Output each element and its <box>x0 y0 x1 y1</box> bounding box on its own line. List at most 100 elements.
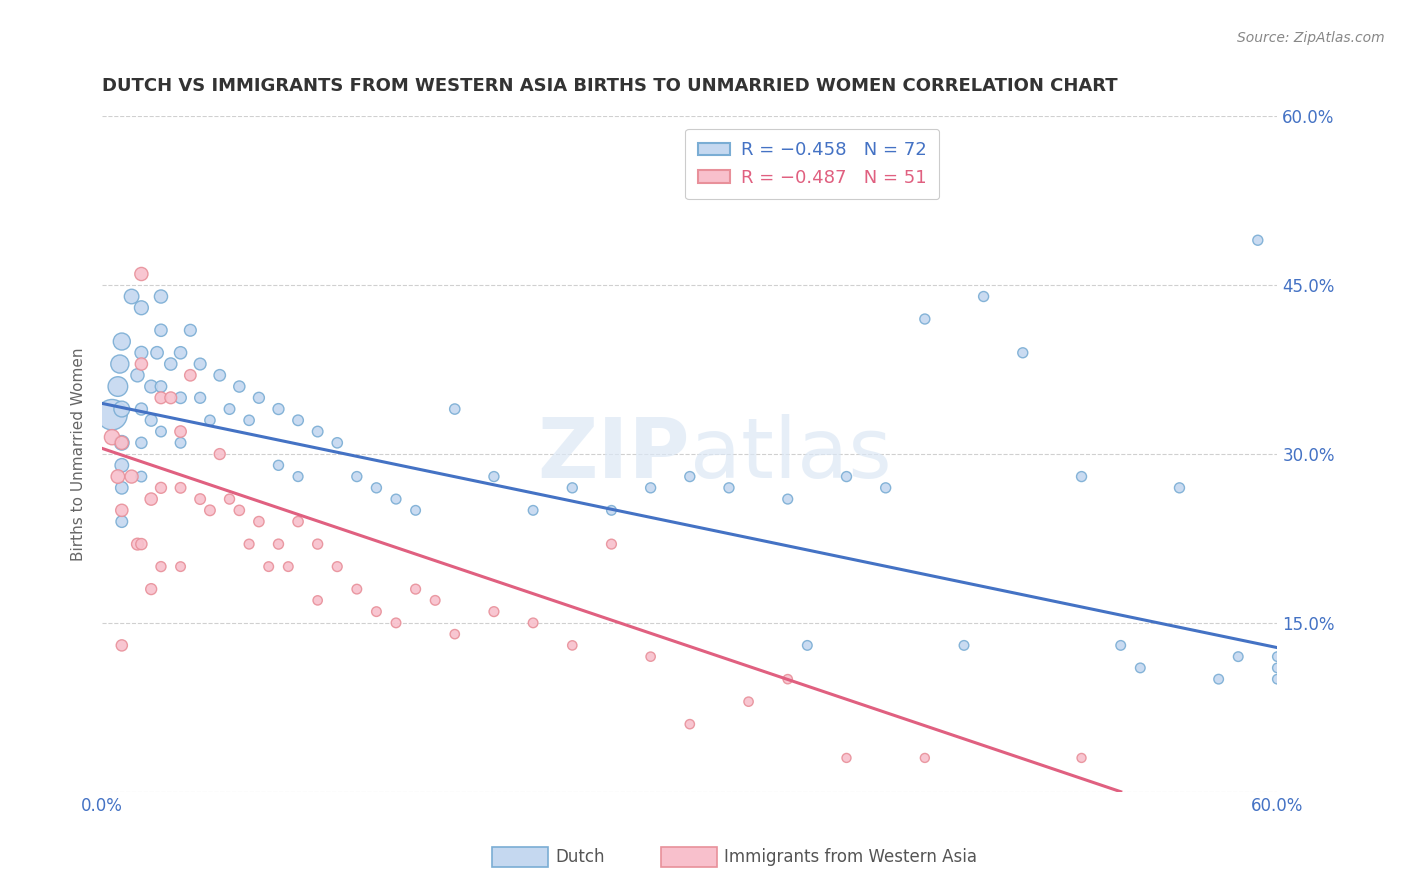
Point <box>169 425 191 439</box>
Point <box>443 627 465 641</box>
Text: Dutch: Dutch <box>555 848 605 866</box>
Point <box>131 357 153 371</box>
Point <box>277 559 299 574</box>
Point <box>188 391 211 405</box>
Point <box>307 593 329 607</box>
Point <box>326 559 349 574</box>
Point <box>522 615 544 630</box>
Point <box>111 402 134 417</box>
Y-axis label: Births to Unmarried Women: Births to Unmarried Women <box>72 347 86 561</box>
Point <box>796 639 818 653</box>
Point <box>385 615 408 630</box>
Point <box>1208 672 1230 686</box>
Point <box>346 582 368 596</box>
Point <box>121 289 143 303</box>
Point <box>131 301 153 315</box>
Point <box>111 503 134 517</box>
Point <box>561 481 583 495</box>
Point <box>257 559 280 574</box>
Point <box>131 469 153 483</box>
Point <box>561 639 583 653</box>
Point <box>717 481 740 495</box>
Point <box>346 469 368 483</box>
Point <box>149 323 172 337</box>
Point <box>141 379 163 393</box>
Point <box>146 345 169 359</box>
Point <box>111 481 134 495</box>
Point <box>111 458 134 473</box>
Point <box>405 503 427 517</box>
Point <box>198 413 221 427</box>
Legend: R = −0.458   N = 72, R = −0.487   N = 51: R = −0.458 N = 72, R = −0.487 N = 51 <box>685 128 939 199</box>
Point <box>111 334 134 349</box>
Point <box>1168 481 1191 495</box>
Point <box>238 537 260 551</box>
Point <box>131 402 153 417</box>
Point <box>640 649 662 664</box>
Point <box>287 469 309 483</box>
Point <box>169 559 191 574</box>
Point <box>600 537 623 551</box>
Point <box>218 402 240 417</box>
Point <box>679 717 702 731</box>
Point <box>121 469 143 483</box>
Point <box>169 345 191 359</box>
Point <box>776 492 799 507</box>
Point <box>169 391 191 405</box>
Point <box>149 425 172 439</box>
Point <box>127 368 149 383</box>
Point <box>307 537 329 551</box>
Point <box>107 469 129 483</box>
Point <box>141 582 163 596</box>
Point <box>287 413 309 427</box>
Point <box>228 379 250 393</box>
Point <box>914 751 936 765</box>
Point <box>405 582 427 596</box>
Point <box>108 357 131 371</box>
Point <box>1129 661 1152 675</box>
Point <box>1227 649 1250 664</box>
Point <box>131 345 153 359</box>
Point <box>679 469 702 483</box>
Point <box>149 559 172 574</box>
Point <box>1011 345 1033 359</box>
Text: Source: ZipAtlas.com: Source: ZipAtlas.com <box>1237 31 1385 45</box>
Point <box>973 289 995 303</box>
Point <box>188 357 211 371</box>
Point <box>111 639 134 653</box>
Point <box>179 368 201 383</box>
Point <box>131 435 153 450</box>
Point <box>1070 469 1092 483</box>
Text: DUTCH VS IMMIGRANTS FROM WESTERN ASIA BIRTHS TO UNMARRIED WOMEN CORRELATION CHAR: DUTCH VS IMMIGRANTS FROM WESTERN ASIA BI… <box>103 78 1118 95</box>
Point <box>1109 639 1132 653</box>
Point <box>127 537 149 551</box>
Point <box>101 408 124 422</box>
Point <box>149 289 172 303</box>
Point <box>482 469 505 483</box>
Point <box>1070 751 1092 765</box>
Point <box>228 503 250 517</box>
Point <box>131 267 153 281</box>
Point <box>149 391 172 405</box>
Point <box>1267 649 1289 664</box>
Point <box>169 435 191 450</box>
Point <box>101 430 124 444</box>
Point <box>425 593 447 607</box>
Point <box>267 537 290 551</box>
Point <box>247 515 270 529</box>
Point <box>1247 233 1270 247</box>
Point <box>111 435 134 450</box>
Point <box>169 481 191 495</box>
Point <box>131 537 153 551</box>
Point <box>107 379 129 393</box>
Point <box>776 672 799 686</box>
Point <box>875 481 897 495</box>
Point <box>208 368 231 383</box>
Point <box>208 447 231 461</box>
Point <box>111 435 134 450</box>
Point <box>141 492 163 507</box>
Point <box>159 391 181 405</box>
Point <box>1267 661 1289 675</box>
Point <box>1267 672 1289 686</box>
Point <box>482 605 505 619</box>
